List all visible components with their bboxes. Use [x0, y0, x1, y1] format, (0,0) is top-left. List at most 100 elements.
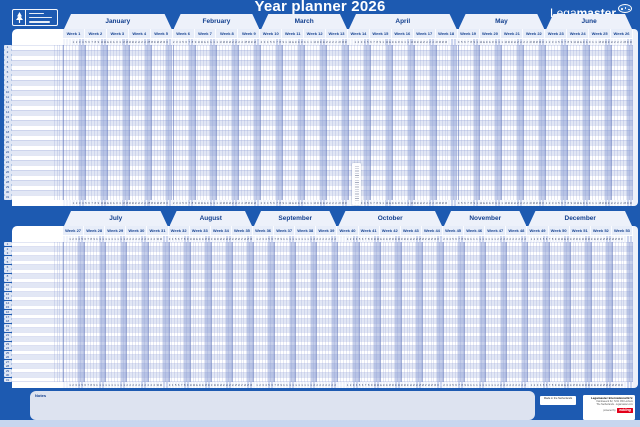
- day-strip-cell: 21: [510, 39, 514, 45]
- day-strip-cell: 20: [604, 39, 608, 45]
- week-label: Week 22: [523, 29, 546, 39]
- day-strip-cell: 12: [195, 382, 199, 388]
- day-strip-cell: 24: [325, 236, 329, 242]
- day-strip-cell: 23: [228, 236, 232, 242]
- day-strip-cell: 13: [485, 200, 489, 206]
- day-column: [236, 242, 239, 382]
- day-column: [155, 45, 158, 200]
- day-strip-cell: 28: [341, 39, 345, 45]
- company-address-2: The Netherlands - legamaster.com: [596, 403, 633, 407]
- day-column: [158, 45, 161, 200]
- day-strip-cell: 28: [341, 200, 345, 206]
- day-strip-cell: 8: [551, 382, 555, 388]
- day-column: [489, 242, 492, 382]
- day-strip-cell: 19: [494, 382, 498, 388]
- day-strip-cell: 11: [470, 236, 474, 242]
- day-column: [498, 242, 501, 382]
- row-number-box: 27: [3, 359, 12, 364]
- day-column: [603, 242, 607, 382]
- day-strip-cell: 5: [268, 236, 272, 242]
- day-column: [377, 45, 380, 200]
- day-column: [552, 45, 556, 200]
- day-column: [141, 242, 145, 382]
- day-column: [111, 45, 114, 200]
- day-column: [194, 242, 197, 382]
- day-column: [325, 45, 330, 200]
- day-strip-cell: 2: [72, 236, 76, 242]
- day-strip-cell: 21: [231, 39, 236, 45]
- day-strip-cell: 19: [410, 39, 414, 45]
- row-number-box: 21: [3, 145, 12, 150]
- row-number-box: 9: [3, 85, 12, 90]
- day-column: [410, 45, 414, 200]
- day-strip-cell: 2: [533, 382, 537, 388]
- week-label: Week 29: [105, 226, 127, 236]
- day-strip-cell: 29: [614, 236, 618, 242]
- day-strip-cell: 17: [578, 382, 582, 388]
- day-strip-cell: 2: [349, 382, 353, 388]
- day-strip-cell: 7: [91, 39, 95, 45]
- day-column: [244, 242, 248, 382]
- day-strip-cell: 28: [629, 39, 633, 45]
- day-strip-cell: 20: [228, 39, 232, 45]
- day-number-strip: 4 5 6 7 8 9 10 11 12 13 14 15 16 17 18 19 20 21 22 23 24 25 26…: [457, 200, 546, 206]
- day-strip-cell: 21: [416, 200, 420, 206]
- day-column: [508, 45, 512, 200]
- day-strip-cell: 6: [273, 39, 276, 45]
- day-strip-cell: 3: [176, 39, 179, 45]
- day-strip-cell: 6: [271, 236, 275, 242]
- day-strip-cell: 26: [331, 236, 335, 242]
- day-strip-cell: 13: [198, 236, 202, 242]
- week-label: Week 26: [611, 29, 633, 39]
- day-column: [352, 45, 355, 200]
- day-strip-cell: 24: [231, 382, 235, 388]
- day-column: [204, 45, 208, 200]
- day-strip-cell: 9: [194, 39, 198, 45]
- day-strip-cell: 24: [617, 200, 621, 206]
- day-column: [368, 242, 372, 382]
- day-strip-cell: 26: [335, 200, 339, 206]
- day-strip-cell: [63, 236, 67, 242]
- day-strip-cell: 31: [541, 200, 546, 206]
- day-strip-cell: 12: [388, 200, 392, 206]
- day-strip-cell: 26: [515, 382, 519, 388]
- day-column: [98, 45, 101, 200]
- day-strip-cell: 17: [307, 200, 311, 206]
- day-column: [128, 45, 133, 200]
- row-number-box: 11: [3, 95, 12, 100]
- day-strip-cell: 16: [592, 39, 596, 45]
- row-number-box: 25: [3, 350, 12, 355]
- day-strip-cell: 29: [153, 236, 157, 242]
- day-strip-cell: 11: [479, 39, 483, 45]
- day-strip-cell: 25: [332, 39, 336, 45]
- day-strip-cell: 13: [382, 382, 386, 388]
- week-label: Week 23: [545, 29, 568, 39]
- week-label: Week 16: [391, 29, 414, 39]
- day-strip-cell: 17: [394, 382, 398, 388]
- day-strip-cell: 7: [274, 236, 278, 242]
- day-strip-cell: 12: [291, 200, 295, 206]
- day-strip-cell: 16: [119, 200, 123, 206]
- day-strip-cell: 5: [85, 39, 88, 45]
- day-strip-cell: 26: [331, 382, 335, 388]
- day-column: [384, 242, 387, 382]
- month-grid-body: [347, 45, 458, 200]
- day-column: [310, 242, 314, 382]
- row-number-box: 2: [3, 246, 12, 251]
- day-column: [201, 45, 205, 200]
- day-column: [229, 45, 233, 200]
- day-column: [139, 242, 142, 382]
- day-strip-cell: 2: [349, 236, 353, 242]
- row-number-box: 22: [3, 150, 12, 155]
- day-strip-cell: 1: [256, 382, 260, 388]
- day-column: [397, 242, 401, 382]
- day-strip-cell: 22: [513, 39, 517, 45]
- day-column: [465, 45, 468, 200]
- day-strip-cell: 16: [401, 200, 405, 206]
- day-strip-cell: 27: [518, 382, 522, 388]
- day-column: [260, 45, 265, 200]
- day-strip-cell: 15: [116, 39, 120, 45]
- week-label: Week 11: [282, 29, 305, 39]
- day-strip-cell: 2: [259, 382, 263, 388]
- day-strip-cell: [162, 236, 166, 242]
